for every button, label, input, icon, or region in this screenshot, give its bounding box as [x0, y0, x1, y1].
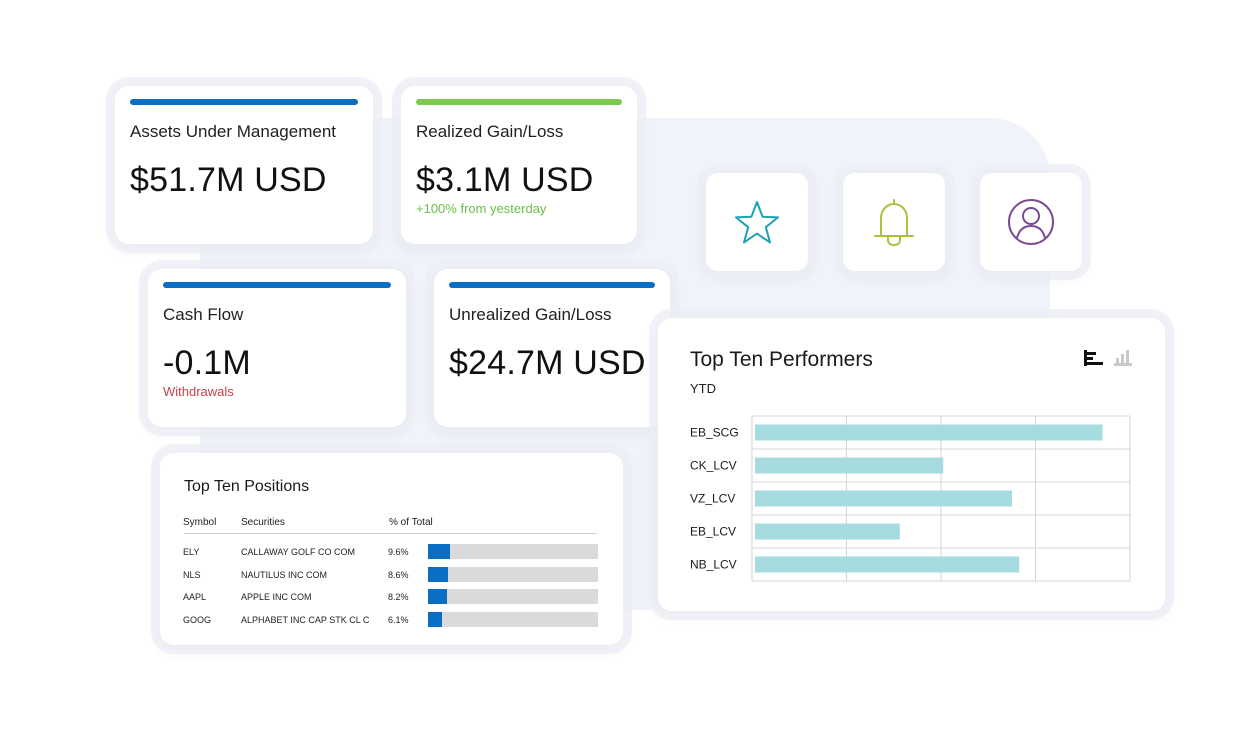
- top-positions-card: Top Ten Positions Symbol Securities % of…: [160, 453, 623, 645]
- favorites-button[interactable]: [706, 173, 808, 271]
- row-pct: 9.6%: [388, 547, 409, 557]
- star-icon: [735, 201, 779, 244]
- row-security: NAUTILUS INC COM: [241, 570, 328, 580]
- aum-label: Assets Under Management: [130, 122, 336, 141]
- row-security: ALPHABET INC CAP STK CL C: [241, 615, 370, 625]
- unrealized-label: Unrealized Gain/Loss: [449, 305, 612, 324]
- cash-flow-label: Cash Flow: [163, 305, 244, 324]
- col-header-pct: % of Total: [389, 517, 433, 528]
- bell-icon: [874, 199, 914, 246]
- unrealized-value: $24.7M USD: [449, 344, 646, 382]
- cash-flow-accent-bar: [163, 282, 391, 288]
- performers-title: Top Ten Performers: [690, 348, 873, 371]
- performers-bar-chart: EB_SCG CK_LCV VZ_LCV EB_LCV NB_LCV: [690, 415, 1131, 582]
- row-symbol: GOOG: [183, 615, 212, 625]
- pct-bar-track: [428, 612, 598, 627]
- table-row[interactable]: NLS NAUTILUS INC COM 8.6%: [160, 567, 623, 583]
- realized-accent-bar: [416, 99, 622, 105]
- pct-bar-fill: [428, 612, 443, 627]
- performer-bar: [755, 457, 944, 474]
- category-label: EB_SCG: [690, 426, 739, 440]
- aum-card[interactable]: Assets Under Management $51.7M USD: [115, 86, 373, 244]
- unrealized-gain-card[interactable]: Unrealized Gain/Loss $24.7M USD: [434, 269, 670, 427]
- category-label: CK_LCV: [690, 459, 737, 473]
- horizontal-bar-chart-icon[interactable]: [1084, 350, 1106, 366]
- pct-bar-track: [428, 567, 598, 582]
- performer-bar: [755, 556, 1020, 573]
- top-performers-card: Top Ten Performers YTD EB_SCG CK_LCV VZ_LC…: [658, 318, 1165, 611]
- aum-value: $51.7M USD: [130, 161, 327, 199]
- row-security: CALLAWAY GOLF CO COM: [241, 547, 356, 557]
- pct-bar-fill: [428, 544, 451, 559]
- realized-change: +100% from yesterday: [416, 201, 547, 216]
- profile-button[interactable]: [980, 173, 1082, 271]
- table-row[interactable]: GOOG ALPHABET INC CAP STK CL C 6.1%: [160, 612, 623, 628]
- performer-bar: [755, 523, 900, 540]
- realized-label: Realized Gain/Loss: [416, 122, 564, 141]
- table-row[interactable]: ELY CALLAWAY GOLF CO COM 9.6%: [160, 544, 623, 560]
- category-label: EB_LCV: [690, 525, 736, 539]
- row-pct: 6.1%: [388, 615, 409, 625]
- performer-bar: [755, 424, 1103, 441]
- pct-bar-track: [428, 589, 598, 604]
- unrealized-accent-bar: [449, 282, 655, 288]
- pct-bar-fill: [428, 567, 448, 582]
- row-pct: 8.6%: [388, 570, 409, 580]
- realized-gain-card[interactable]: Realized Gain/Loss $3.1M USD +100% from …: [401, 86, 637, 244]
- row-symbol: AAPL: [183, 592, 207, 602]
- col-header-securities: Securities: [241, 517, 285, 528]
- positions-title: Top Ten Positions: [184, 478, 310, 495]
- performer-bar: [755, 490, 1013, 507]
- user-icon: [1008, 199, 1054, 245]
- row-symbol: ELY: [183, 547, 200, 557]
- cash-flow-value: -0.1M: [163, 344, 251, 382]
- pct-bar-track: [428, 544, 598, 559]
- table-row[interactable]: AAPL APPLE INC COM 8.2%: [160, 589, 623, 605]
- category-label: NB_LCV: [690, 558, 737, 572]
- realized-value: $3.1M USD: [416, 161, 594, 199]
- row-symbol: NLS: [183, 570, 201, 580]
- vertical-bar-chart-icon[interactable]: [1114, 350, 1132, 366]
- pct-bar-fill: [428, 589, 447, 604]
- performers-period: YTD: [690, 381, 716, 396]
- aum-accent-bar: [130, 99, 358, 105]
- notifications-button[interactable]: [843, 173, 945, 271]
- cash-flow-note: Withdrawals: [163, 384, 234, 399]
- row-security: APPLE INC COM: [241, 592, 312, 602]
- header-divider: [184, 533, 597, 534]
- col-header-symbol: Symbol: [183, 517, 217, 528]
- category-label: VZ_LCV: [690, 492, 735, 506]
- cash-flow-card[interactable]: Cash Flow -0.1M Withdrawals: [148, 269, 406, 427]
- row-pct: 8.2%: [388, 592, 409, 602]
